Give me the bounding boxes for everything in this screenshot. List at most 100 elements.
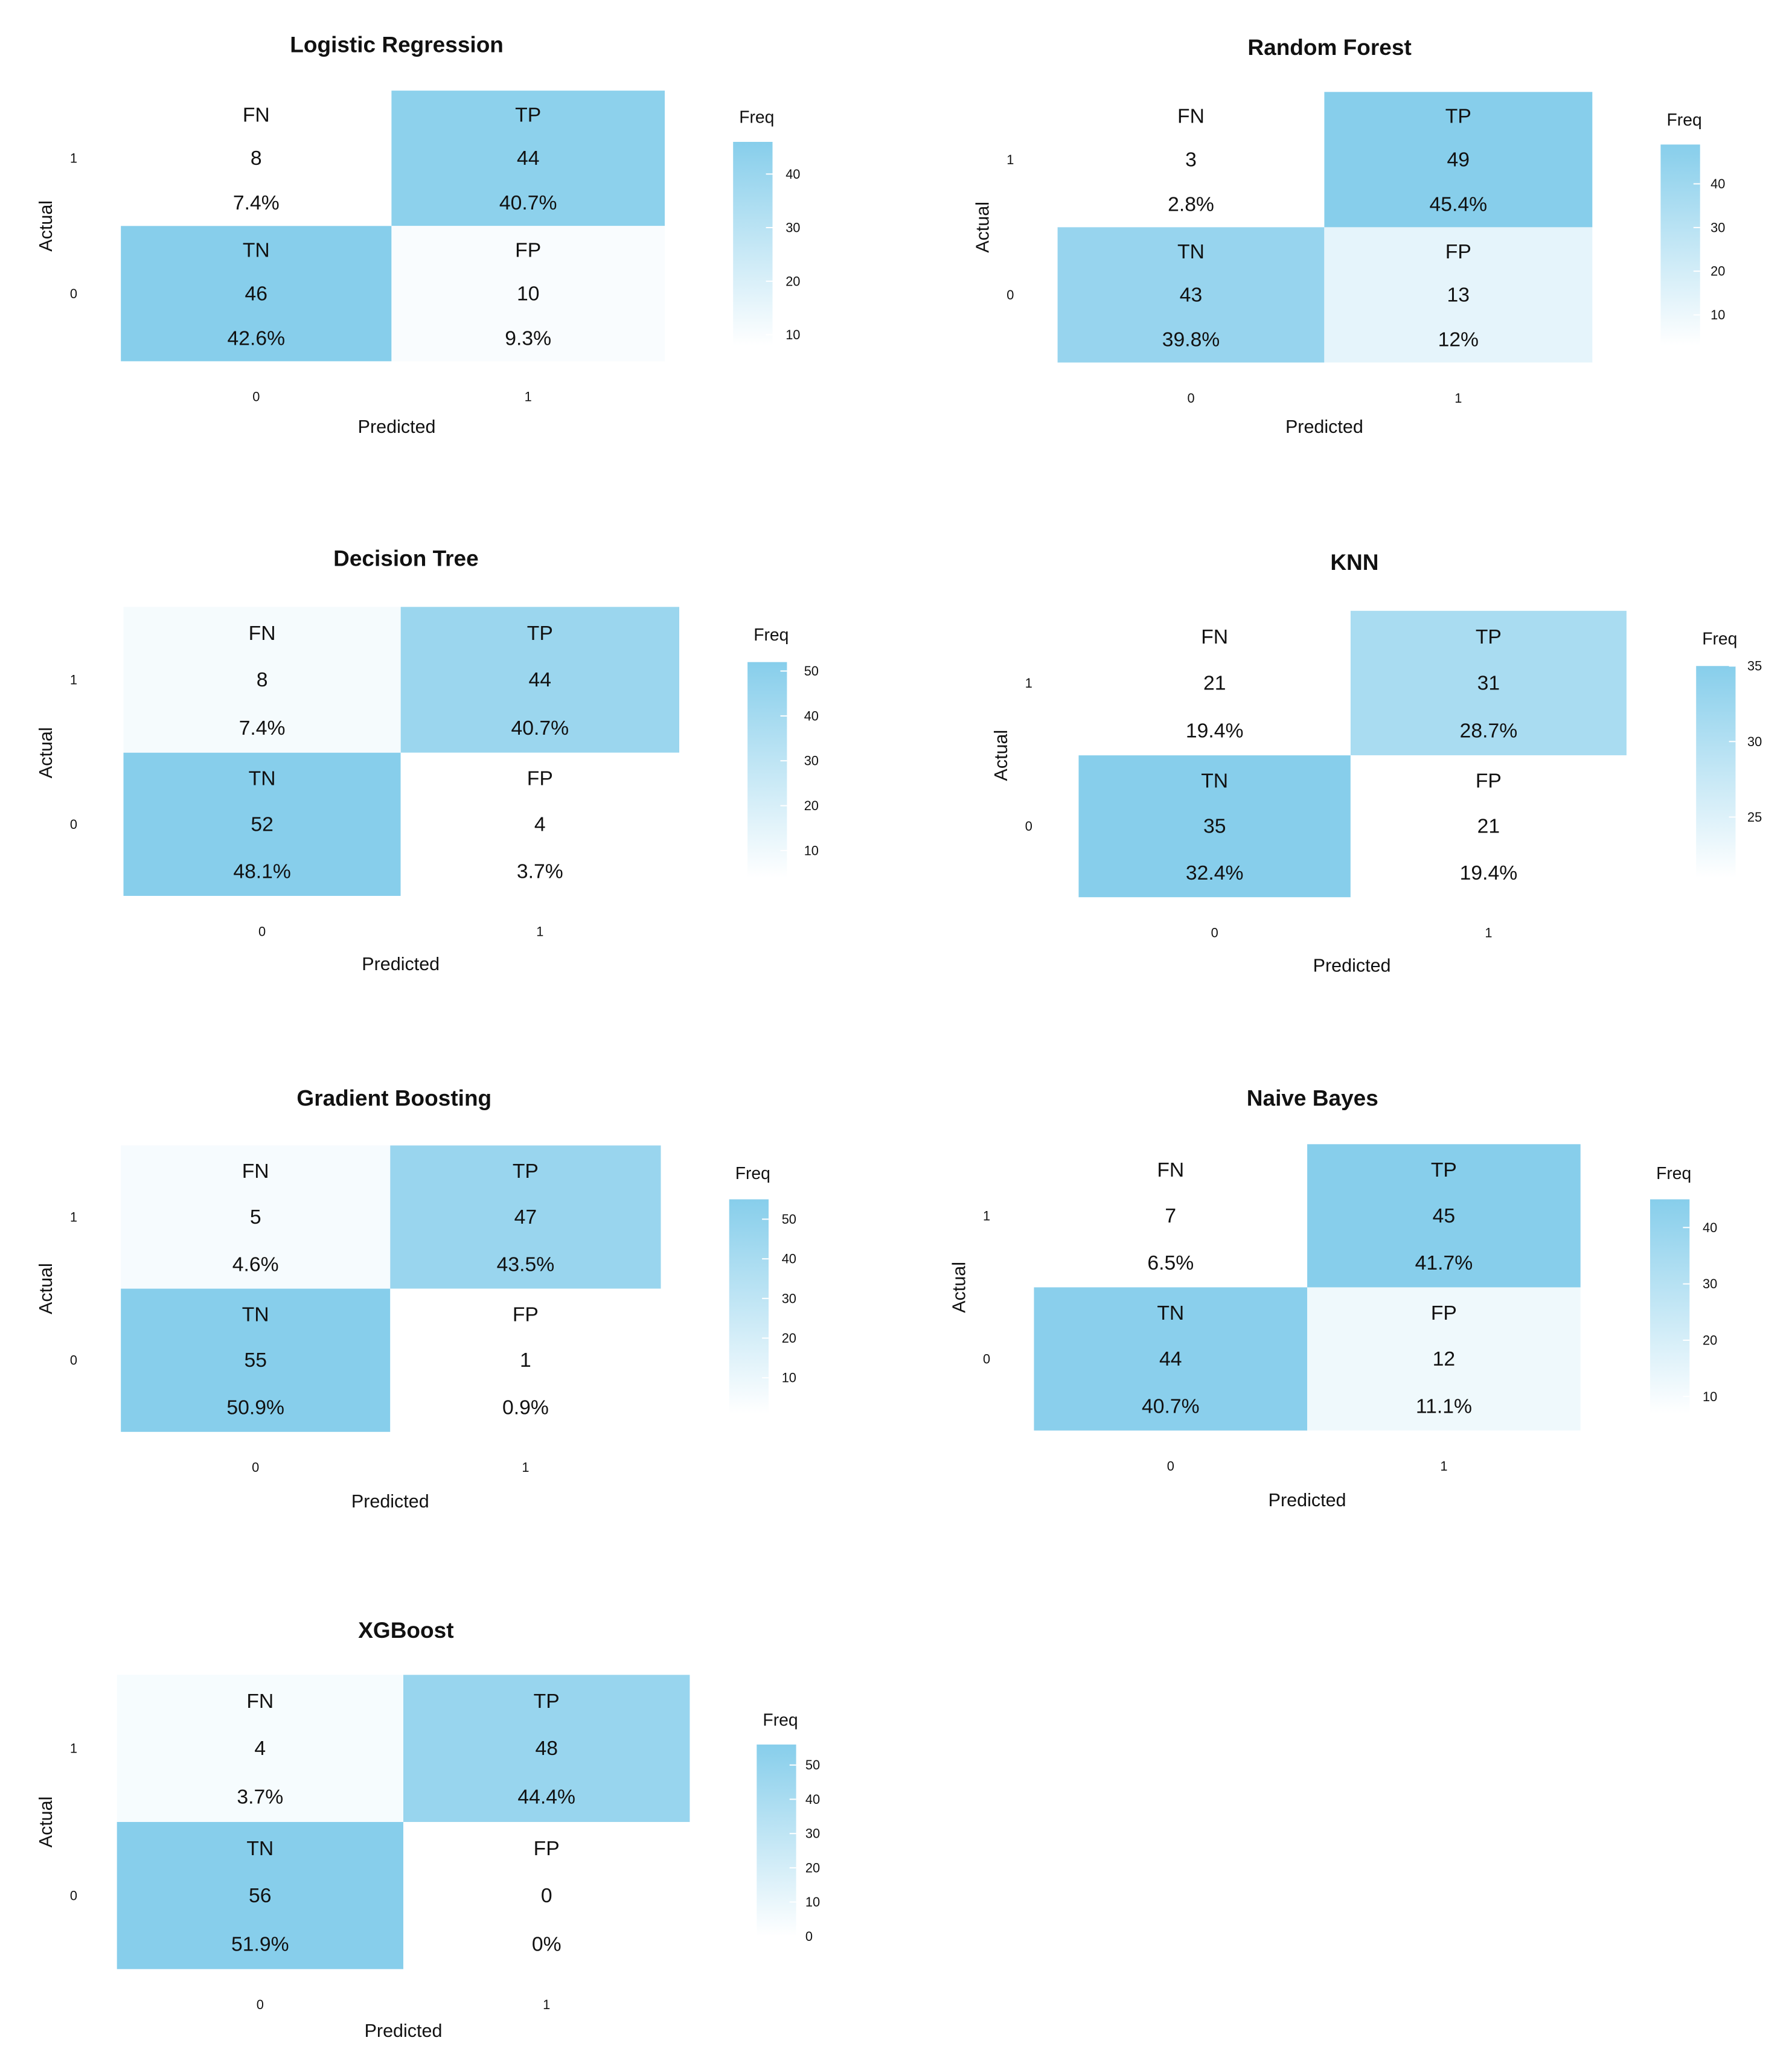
cell-label: TP <box>1476 625 1502 648</box>
y-axis-label: Actual <box>949 1262 969 1313</box>
x-tick-label: 0 <box>252 1460 259 1475</box>
cell-percent: 3.7% <box>517 860 563 883</box>
cell-value: 44 <box>517 147 539 170</box>
cell-value: 4 <box>254 1737 266 1760</box>
x-tick-label: 1 <box>522 1460 529 1475</box>
y-tick-label: 0 <box>1006 287 1014 302</box>
cell-value: 48 <box>535 1737 557 1760</box>
y-tick-label: 1 <box>70 151 77 166</box>
y-axis-label: Actual <box>973 202 993 253</box>
heatmap-cell <box>121 91 392 226</box>
legend-tick-label: 20 <box>805 1860 820 1875</box>
cell-value: 8 <box>251 147 262 170</box>
cell-percent: 12% <box>1438 328 1479 351</box>
y-tick-label: 0 <box>70 1353 77 1368</box>
x-tick-label: 1 <box>543 1997 550 2012</box>
cell-value: 3 <box>1185 148 1197 171</box>
cell-label: TN <box>242 1303 269 1326</box>
heatmap-cell <box>1057 227 1325 363</box>
cell-label: TN <box>1201 770 1228 793</box>
cell-percent: 4.6% <box>232 1253 279 1276</box>
legend-title: Freq <box>735 1163 770 1183</box>
cell-percent: 3.7% <box>237 1786 283 1809</box>
confusion-matrix-panel: Decision Tree FN 8 7.4% TP 44 40.7% TN 52 48.1% FP… <box>36 546 819 974</box>
cell-percent: 6.5% <box>1147 1251 1194 1274</box>
y-tick-label: 1 <box>1006 152 1014 167</box>
cell-label: TN <box>246 1837 274 1860</box>
x-axis-label: Predicted <box>1269 1490 1346 1510</box>
chart-title: Decision Tree <box>333 546 479 570</box>
cell-label: TP <box>515 104 541 127</box>
y-tick-label: 0 <box>70 286 77 301</box>
legend-tick-label: 20 <box>1703 1333 1717 1348</box>
legend-tick-label: 30 <box>805 1826 820 1841</box>
y-tick-label: 1 <box>983 1208 990 1223</box>
legend-tick-label: 40 <box>1703 1220 1717 1235</box>
cell-value: 55 <box>244 1349 266 1372</box>
heatmap-cell <box>1324 227 1593 363</box>
cell-value: 10 <box>517 282 539 305</box>
x-axis-label: Predicted <box>351 1491 429 1512</box>
heatmap-cell <box>1307 1287 1581 1431</box>
heatmap-cell <box>1350 755 1627 898</box>
cell-percent: 42.6% <box>228 327 286 350</box>
heatmap-cell <box>1034 1287 1308 1431</box>
cell-percent: 19.4% <box>1460 861 1518 884</box>
cell-label: FP <box>1445 240 1471 263</box>
legend-tick-label: 20 <box>804 798 819 813</box>
legend-tick-label: 25 <box>1747 810 1762 825</box>
cell-value: 12 <box>1433 1347 1455 1370</box>
cell-percent: 9.3% <box>505 327 551 350</box>
x-axis-label: Predicted <box>362 954 440 974</box>
heatmap-cell <box>123 752 401 896</box>
y-axis-label: Actual <box>36 1797 56 1848</box>
cell-value: 13 <box>1447 284 1470 307</box>
cell-percent: 19.4% <box>1186 720 1244 743</box>
cell-percent: 28.7% <box>1460 720 1518 743</box>
legend-tick-label: 10 <box>1703 1389 1717 1404</box>
x-axis-label: Predicted <box>1313 955 1391 976</box>
heatmap-cell <box>1078 755 1351 898</box>
cell-percent: 40.7% <box>511 717 569 740</box>
cell-label: FP <box>527 767 553 790</box>
cell-percent: 45.4% <box>1430 193 1488 216</box>
legend-tick-label: 0 <box>805 1929 813 1944</box>
y-axis-label: Actual <box>36 727 56 778</box>
heatmap-cell <box>117 1675 404 1822</box>
cell-value: 7 <box>1165 1204 1176 1227</box>
cell-value: 44 <box>529 668 551 691</box>
heatmap-cell <box>1034 1144 1308 1288</box>
legend-tick-label: 30 <box>1703 1276 1717 1291</box>
legend-colorbar <box>747 662 787 878</box>
legend-tick-label: 30 <box>804 753 819 769</box>
legend-tick-label: 40 <box>804 708 819 723</box>
legend-colorbar <box>757 1744 796 1937</box>
cell-label: FN <box>1157 1159 1184 1181</box>
cell-value: 49 <box>1447 148 1470 171</box>
legend-tick-label: 10 <box>805 1894 820 1910</box>
legend-title: Freq <box>1667 110 1702 129</box>
x-axis-label: Predicted <box>358 417 436 437</box>
cell-label: TN <box>243 239 270 262</box>
cell-value: 31 <box>1477 672 1500 695</box>
x-tick-label: 0 <box>1211 925 1218 940</box>
cell-percent: 50.9% <box>226 1396 284 1419</box>
cell-percent: 32.4% <box>1186 861 1244 884</box>
cell-label: TN <box>249 767 276 790</box>
cell-value: 45 <box>1433 1204 1455 1227</box>
y-tick-label: 0 <box>70 817 77 832</box>
cell-percent: 41.7% <box>1415 1251 1473 1274</box>
cell-percent: 39.8% <box>1162 328 1220 351</box>
cell-label: FN <box>242 1160 269 1183</box>
heatmap-cell <box>400 607 679 753</box>
heatmap-cell <box>391 91 665 226</box>
cell-value: 43 <box>1180 284 1202 307</box>
y-axis-label: Actual <box>991 730 1011 781</box>
cell-percent: 11.1% <box>1416 1395 1472 1417</box>
cell-label: FN <box>249 622 276 645</box>
legend-tick-label: 10 <box>804 843 819 858</box>
cell-value: 56 <box>249 1884 271 1907</box>
legend-tick-label: 30 <box>782 1291 796 1306</box>
cell-value: 46 <box>245 282 267 305</box>
cell-label: FN <box>1201 625 1228 648</box>
